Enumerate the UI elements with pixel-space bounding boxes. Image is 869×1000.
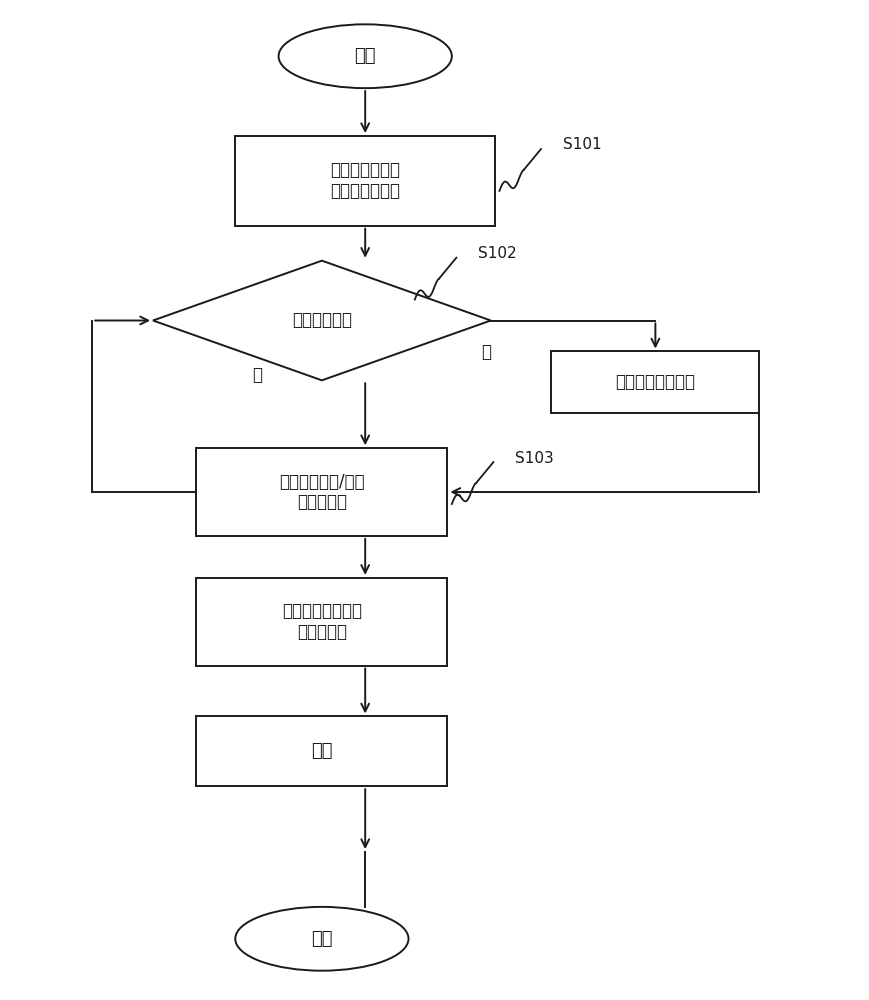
Text: 电机: 电机: [311, 742, 333, 760]
FancyBboxPatch shape: [552, 351, 760, 413]
Text: S101: S101: [563, 137, 601, 152]
Text: 模糊控制电流补偿: 模糊控制电流补偿: [615, 373, 695, 391]
Text: 电机最大转矩/电流
和弱磁控制: 电机最大转矩/电流 和弱磁控制: [279, 473, 365, 511]
Polygon shape: [153, 261, 491, 380]
Ellipse shape: [235, 907, 408, 971]
FancyBboxPatch shape: [196, 578, 448, 666]
Text: 否: 否: [252, 366, 262, 384]
FancyBboxPatch shape: [196, 716, 448, 786]
Text: S102: S102: [478, 246, 517, 261]
Ellipse shape: [279, 24, 452, 88]
Text: 电机失磁判断: 电机失磁判断: [292, 312, 352, 330]
Text: 自适应失磁监测
（永磁体幅値）: 自适应失磁监测 （永磁体幅値）: [330, 161, 401, 200]
Text: 开始: 开始: [355, 47, 376, 65]
Text: S103: S103: [515, 451, 554, 466]
FancyBboxPatch shape: [196, 448, 448, 536]
Text: 结束: 结束: [311, 930, 333, 948]
Text: 是: 是: [481, 343, 492, 361]
Text: 根据电流控制信号
给电机供电: 根据电流控制信号 给电机供电: [282, 602, 362, 641]
FancyBboxPatch shape: [235, 136, 495, 226]
